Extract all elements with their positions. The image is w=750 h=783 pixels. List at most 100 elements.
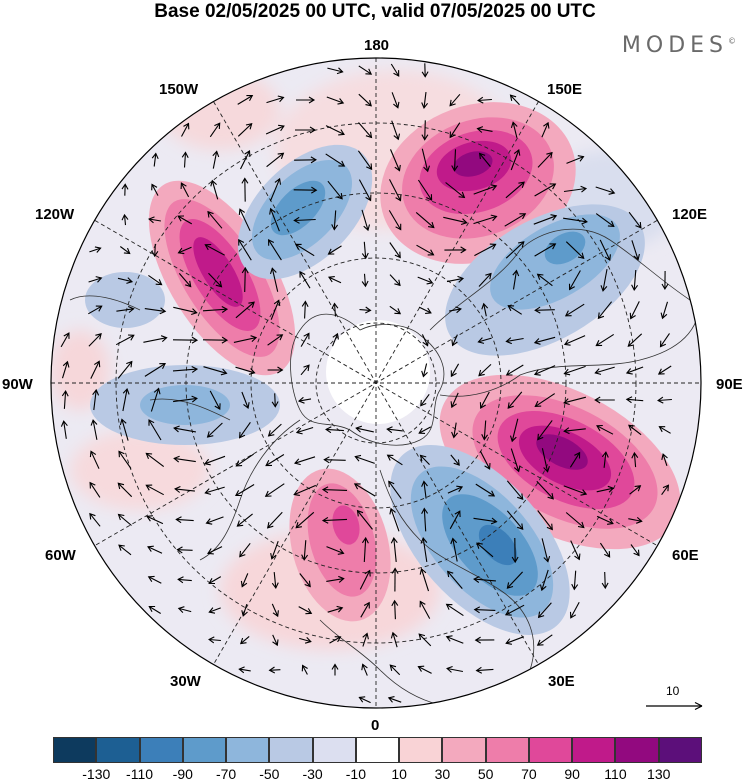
wind-vector bbox=[327, 67, 343, 73]
wind-vector bbox=[573, 570, 577, 590]
wind-vector-head bbox=[485, 272, 492, 280]
coastlines bbox=[69, 228, 701, 706]
wind-vector-head bbox=[428, 221, 435, 229]
wind-vector-head bbox=[387, 696, 395, 703]
wind-vector bbox=[630, 544, 640, 556]
lon-label-90e: 90E bbox=[716, 376, 743, 393]
wind-vector-head bbox=[204, 243, 212, 251]
wind-vector-head bbox=[421, 507, 429, 515]
wind-vector bbox=[154, 243, 156, 257]
wind-vector bbox=[420, 455, 430, 465]
wind-vector bbox=[304, 301, 306, 319]
wind-vector-head bbox=[391, 599, 399, 607]
wind-vector bbox=[360, 602, 370, 618]
wind-vector-head bbox=[447, 570, 454, 578]
wind-vector-head bbox=[93, 360, 101, 368]
wind-vector-head bbox=[511, 556, 519, 564]
wind-vector bbox=[178, 273, 192, 287]
colorbar-swatch bbox=[399, 737, 443, 763]
wind-vector bbox=[147, 546, 163, 554]
wind-vector-head bbox=[355, 425, 362, 433]
wind-vector bbox=[534, 183, 556, 197]
wind-vector-head bbox=[89, 512, 96, 520]
wind-vector-head bbox=[304, 637, 312, 644]
wind-vector-head bbox=[238, 666, 245, 674]
map-border bbox=[50, 57, 702, 709]
wind-vector bbox=[390, 508, 400, 532]
wind-vector-head bbox=[629, 312, 636, 320]
wind-vector bbox=[510, 448, 520, 472]
wind-vector-head bbox=[513, 149, 521, 156]
wind-vector-head bbox=[420, 537, 428, 544]
wind-vector-head bbox=[272, 610, 279, 618]
wind-vector-head bbox=[509, 94, 517, 102]
wind-vector-head bbox=[328, 276, 335, 283]
wind-vector-head bbox=[445, 603, 453, 610]
wind-vector bbox=[479, 153, 491, 167]
wind-vector bbox=[63, 391, 67, 409]
wind-vector bbox=[271, 268, 279, 292]
wind-vector bbox=[417, 179, 433, 201]
wind-vector-head bbox=[366, 163, 373, 171]
wind-vector bbox=[88, 277, 102, 283]
wind-vector bbox=[476, 668, 494, 672]
wind-vector-head bbox=[420, 399, 427, 407]
wind-vector bbox=[565, 512, 585, 528]
wind-vector-head bbox=[597, 312, 605, 320]
wind-vector bbox=[331, 333, 339, 347]
wind-vector-head bbox=[363, 601, 370, 609]
wind-vector bbox=[537, 152, 553, 168]
wind-vector-head bbox=[478, 369, 485, 377]
wind-vector bbox=[418, 426, 432, 434]
wind-vector-head bbox=[293, 458, 301, 466]
wind-vector bbox=[241, 391, 249, 409]
wind-vector-head bbox=[62, 360, 70, 368]
wind-vector bbox=[325, 153, 345, 167]
wind-vector-head bbox=[393, 70, 400, 77]
wind-vector-head bbox=[510, 121, 518, 129]
wind-vector bbox=[207, 546, 223, 554]
wind-vector bbox=[265, 454, 285, 466]
wind-vector-head bbox=[451, 339, 458, 347]
wind-vector-head bbox=[388, 480, 395, 488]
wind-vector bbox=[507, 391, 523, 409]
wind-vector bbox=[565, 241, 585, 259]
wind-vector-head bbox=[454, 510, 461, 518]
wind-vector bbox=[537, 510, 553, 530]
wind-vector-head bbox=[338, 160, 346, 167]
wind-vector-head bbox=[394, 279, 401, 287]
wind-vector bbox=[506, 337, 524, 343]
wind-vector bbox=[149, 218, 161, 222]
wind-vector-head bbox=[568, 283, 575, 291]
wind-vector bbox=[241, 573, 249, 587]
wind-vector-head bbox=[94, 246, 102, 253]
wind-vector bbox=[183, 152, 187, 168]
wind-vector bbox=[389, 179, 401, 201]
wind-vector bbox=[506, 636, 524, 644]
wind-vector bbox=[658, 365, 672, 375]
wind-vector bbox=[207, 422, 223, 438]
lon-label-120e: 120E bbox=[672, 206, 708, 223]
wind-vector bbox=[333, 210, 337, 230]
wind-vector-head bbox=[269, 207, 276, 215]
colorbar-swatch bbox=[312, 737, 356, 763]
wind-vector bbox=[449, 93, 461, 107]
wind-vector bbox=[244, 267, 246, 293]
anomaly-negative-90w bbox=[85, 272, 280, 445]
wind-vector bbox=[294, 218, 316, 222]
wind-vector bbox=[633, 269, 637, 291]
wind-vector bbox=[512, 270, 518, 290]
wind-vector bbox=[239, 668, 251, 672]
wind-vector-head bbox=[338, 129, 345, 136]
wind-vector-head bbox=[547, 492, 554, 500]
colorbar bbox=[53, 737, 702, 763]
wind-vector-head bbox=[271, 401, 279, 408]
wind-vector bbox=[627, 333, 643, 347]
wind-vector-head bbox=[477, 337, 485, 344]
wind-vector bbox=[359, 570, 371, 590]
wind-vector-head bbox=[268, 666, 276, 674]
wind-vector bbox=[534, 393, 556, 407]
wind-vector-head bbox=[423, 165, 431, 173]
wind-vector-head bbox=[177, 215, 185, 222]
wind-vector bbox=[322, 518, 348, 522]
